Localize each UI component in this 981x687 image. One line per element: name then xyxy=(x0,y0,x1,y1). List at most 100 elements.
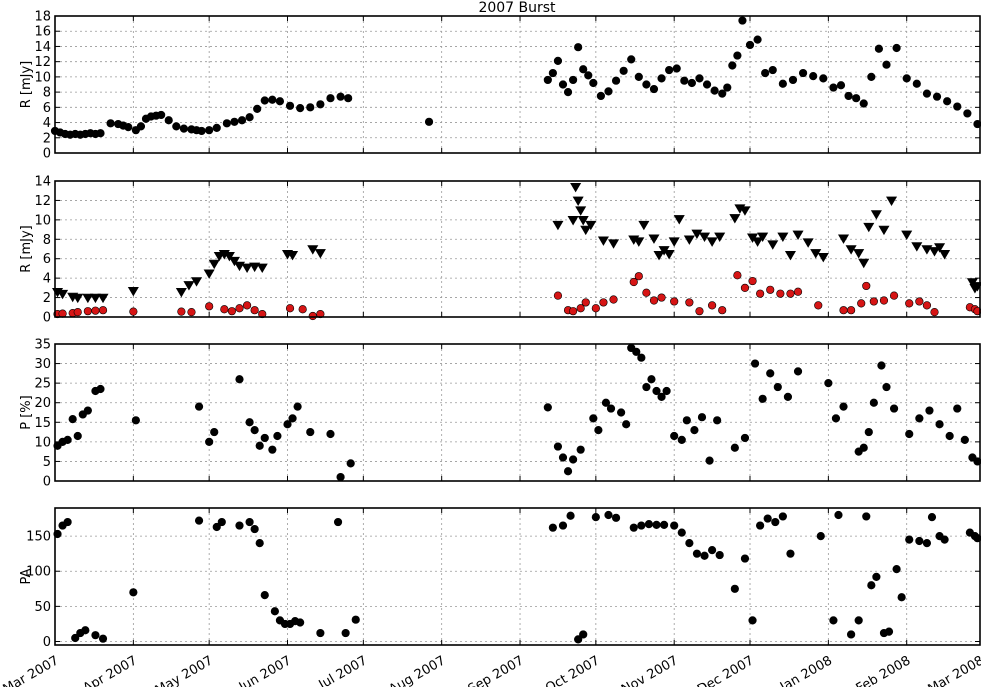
data-point xyxy=(563,88,573,97)
data-point xyxy=(81,626,90,635)
data-point xyxy=(237,116,247,125)
y-tick-label: 18 xyxy=(34,10,51,25)
data-point xyxy=(708,546,717,555)
data-point xyxy=(793,287,803,296)
data-point xyxy=(786,289,795,298)
data-point xyxy=(859,443,868,452)
data-point xyxy=(98,306,108,315)
data-point xyxy=(766,285,775,294)
data-point-triangle xyxy=(853,249,865,259)
x-tick-label: May 2007 xyxy=(153,653,216,687)
data-point xyxy=(943,97,952,106)
data-point xyxy=(816,532,825,541)
y-tick-label: 35 xyxy=(34,338,51,353)
data-point xyxy=(882,382,891,392)
data-point xyxy=(768,65,777,75)
data-point xyxy=(692,549,702,558)
data-point-triangle xyxy=(870,210,882,220)
data-point-triangle xyxy=(314,249,326,259)
data-point xyxy=(250,426,259,435)
data-point xyxy=(718,306,727,315)
data-point xyxy=(930,308,939,317)
x-tick-label: Nov 2007 xyxy=(619,653,681,687)
data-point xyxy=(710,86,719,95)
data-point xyxy=(677,435,686,445)
data-point-triangle xyxy=(208,259,220,270)
data-point xyxy=(591,304,600,313)
data-point xyxy=(877,361,886,370)
data-point xyxy=(793,367,803,376)
data-point-triangle xyxy=(901,230,913,241)
data-point xyxy=(194,516,204,525)
data-point xyxy=(745,40,755,50)
data-point-triangle xyxy=(673,215,685,225)
data-point xyxy=(569,455,578,464)
x-tick-label: Apr 2007 xyxy=(81,653,140,687)
data-point xyxy=(730,584,739,593)
data-point xyxy=(73,431,82,441)
data-point-triangle xyxy=(752,237,764,247)
data-point xyxy=(854,616,863,625)
data-point-triangle xyxy=(57,289,69,300)
data-point xyxy=(788,75,798,85)
data-point xyxy=(212,522,221,532)
data-point xyxy=(892,565,901,574)
data-point xyxy=(761,68,770,78)
data-point xyxy=(659,520,669,529)
data-point-triangle xyxy=(287,251,299,261)
data-point-triangle xyxy=(585,220,597,231)
data-point xyxy=(771,517,780,527)
data-point xyxy=(940,535,949,544)
data-point xyxy=(647,375,656,384)
data-point xyxy=(604,87,613,96)
data-point-triangle xyxy=(921,245,933,255)
data-point-triangle xyxy=(858,258,870,269)
data-point-triangle xyxy=(653,251,665,261)
y-axis-label: R [mJy] xyxy=(19,61,34,109)
data-point xyxy=(778,512,787,521)
data-point xyxy=(543,403,552,412)
data-point xyxy=(306,103,315,112)
data-point-triangle xyxy=(597,236,609,246)
data-point xyxy=(63,435,72,445)
data-point xyxy=(129,588,138,597)
x-tick-label: Sep 2007 xyxy=(466,653,527,687)
data-point-triangle xyxy=(691,229,703,240)
data-point xyxy=(927,513,937,522)
y-axis-label: P [%] xyxy=(19,395,34,429)
data-point xyxy=(889,404,899,413)
data-point xyxy=(728,61,737,70)
data-point-triangle xyxy=(928,247,941,257)
data-point xyxy=(177,307,186,316)
data-point xyxy=(563,467,573,476)
y-axis-label: PA xyxy=(19,568,34,584)
data-point xyxy=(945,431,954,441)
data-point xyxy=(889,291,899,300)
data-point xyxy=(857,299,866,308)
data-point xyxy=(627,55,636,64)
data-point xyxy=(847,630,856,639)
data-point-triangle xyxy=(191,277,203,287)
data-point xyxy=(326,94,335,103)
data-point xyxy=(336,92,345,101)
data-point xyxy=(268,95,277,104)
data-point-triangle xyxy=(72,293,84,304)
y-tick-label: 0 xyxy=(43,475,51,490)
data-point-triangle xyxy=(706,237,718,247)
data-point xyxy=(574,635,583,644)
data-point xyxy=(306,427,315,437)
y-tick-label: 16 xyxy=(34,25,51,40)
data-point xyxy=(569,307,578,316)
data-point xyxy=(872,572,881,581)
data-point-triangle xyxy=(228,256,240,267)
data-point xyxy=(756,521,765,530)
data-point xyxy=(902,74,911,83)
data-point xyxy=(217,517,226,527)
data-point xyxy=(245,113,254,122)
data-point xyxy=(723,83,732,92)
data-point xyxy=(194,402,204,411)
data-point xyxy=(316,309,325,319)
data-point xyxy=(705,456,714,465)
data-point xyxy=(205,302,214,311)
y-tick-label: 20 xyxy=(34,396,51,411)
